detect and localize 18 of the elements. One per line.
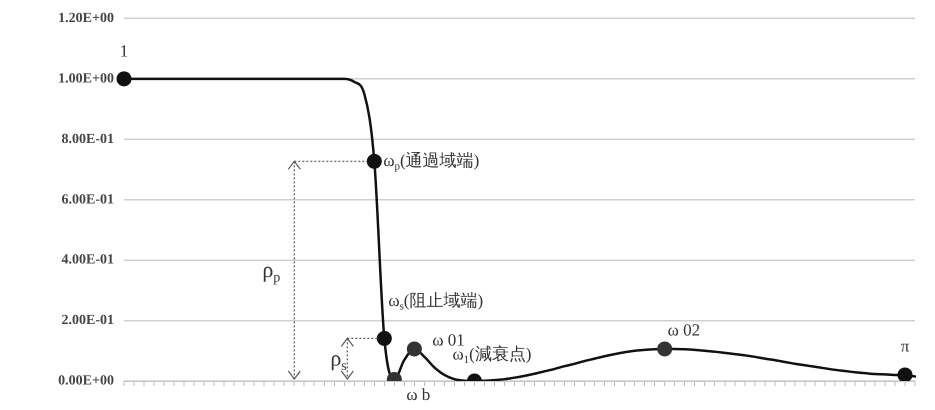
y-tick-label: 6.00E-01: [62, 192, 114, 208]
point: [116, 71, 132, 86]
y-tick-label: 1.20E+00: [58, 11, 114, 26]
y-tick-label: 1.00E+00: [58, 71, 114, 86]
annotation: 1: [120, 41, 128, 60]
point: [366, 154, 382, 169]
annotation: π: [900, 336, 910, 356]
point: [657, 341, 672, 356]
annotation: ω 01: [432, 330, 465, 350]
y-tick-label: 0.00E+00: [58, 374, 114, 389]
point: [406, 341, 422, 356]
text: ω b: [406, 384, 430, 404]
point: [376, 330, 392, 346]
y-tick-label: 2.00E-01: [62, 313, 114, 328]
point: [897, 367, 912, 381]
y-tick-label: 4.00E-01: [62, 252, 114, 268]
y-tick-label: 8.00E-01: [62, 132, 114, 147]
annotation: ω 02: [668, 320, 700, 340]
